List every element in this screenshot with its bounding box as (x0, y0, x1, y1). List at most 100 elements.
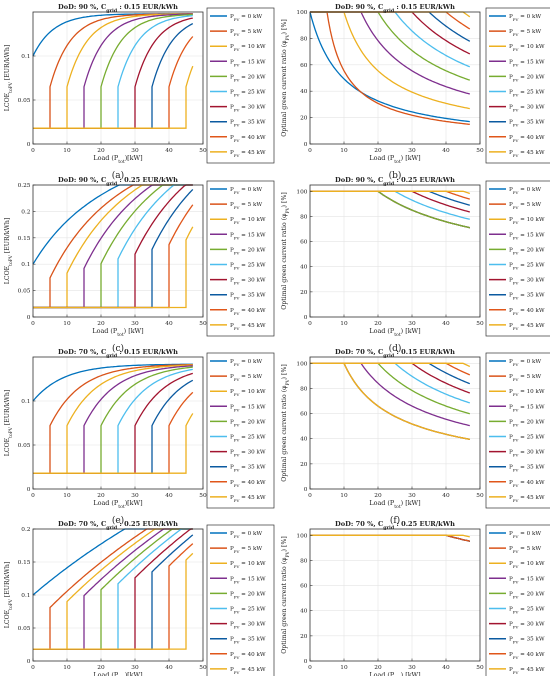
legend-entry: PPV = 15 kW (230, 404, 266, 412)
legend-entry: PPV = 5 kW (230, 374, 262, 382)
y-tick-label: 100 (296, 361, 307, 367)
y-tick-label: 40 (300, 265, 308, 271)
y-tick-label: 0 (304, 659, 308, 665)
y-axis-label: LCOEtoPV [EUR/kWh] (4, 45, 14, 112)
x-tick-label: 0 (31, 321, 35, 327)
chart-title: DoD: 90 %, Cgrid : 0.25 EUR/kWh (58, 176, 178, 187)
legend-entry: PPV = 20 kW (230, 247, 266, 255)
x-tick-label: 50 (476, 665, 484, 671)
x-tick-label: 20 (97, 148, 105, 154)
x-tick-label: 20 (97, 493, 105, 499)
x-tick-label: 50 (199, 148, 207, 154)
y-axis-label: LCOEtoPV [EUR/kWh] (4, 390, 14, 457)
series-line-45kw (33, 226, 194, 309)
legend-entry: PPV = 40 kW (509, 308, 545, 316)
x-tick-label: 50 (199, 493, 207, 499)
legend-entry: PPV = 35 kW (509, 120, 545, 128)
y-tick-label: 60 (300, 412, 308, 418)
series-line-45kw (33, 65, 194, 129)
panel-label: (c) (112, 343, 124, 354)
y-axis-label: Optimal green current ratio (φPV) [%] (281, 536, 291, 654)
x-tick-label: 30 (131, 148, 139, 154)
x-tick-label: 30 (408, 321, 416, 327)
plot-area (32, 11, 204, 145)
chart-title: DoD: 70 %, Cgrid : 0.25 EUR/kWh (335, 520, 455, 531)
legend-entry: PPV = 45 kW (230, 323, 266, 331)
legend-entry: PPV = 5 kW (509, 29, 541, 37)
series-line-15kw (33, 365, 193, 474)
x-tick-label: 50 (199, 321, 207, 327)
y-tick-label: 60 (300, 584, 308, 590)
series-line-35kw (33, 188, 194, 309)
x-tick-label: 10 (340, 321, 348, 327)
y-tick-label: 100 (296, 189, 307, 195)
x-tick-label: 50 (199, 665, 207, 671)
legend-entry: PPV = 25 kW (230, 435, 266, 443)
plot-area (309, 184, 481, 318)
legend-entry: PPV = 5 kW (509, 546, 541, 554)
legend-entry: PPV = 10 kW (230, 561, 266, 569)
legend-entry: PPV = 5 kW (230, 546, 262, 554)
y-tick-label: 0 (304, 142, 308, 148)
x-tick-label: 30 (131, 493, 139, 499)
legend-entry: PPV = 30 kW (509, 278, 545, 286)
legend-entry: PPV = 15 kW (509, 59, 545, 67)
y-tick-label: 80 (300, 558, 308, 564)
series-line-45kw (310, 362, 471, 368)
y-tick-label: 0 (304, 315, 308, 321)
legend-entry: PPV = 20 kW (230, 419, 266, 427)
series-line-0kw (32, 363, 193, 402)
x-tick-label: 20 (97, 321, 105, 327)
legend-entry: PPV = 30 kW (230, 105, 266, 113)
legend-entry: PPV = 5 kW (230, 29, 262, 37)
series-line-35kw (33, 23, 194, 129)
x-axis-label: Load (Ptot)[kW] (93, 671, 142, 676)
legend-entry: PPV = 45 kW (230, 495, 266, 503)
legend-entry: PPV = 20 kW (509, 591, 545, 599)
legend-entry: PPV = 5 kW (230, 202, 262, 210)
x-tick-label: 0 (308, 665, 312, 671)
x-tick-label: 0 (308, 321, 312, 327)
legend-entry: PPV = 25 kW (509, 607, 545, 615)
chart-title: DoD: 90 %, Cgrid : 0.15 EUR/kWh (58, 3, 178, 14)
plot-area (32, 356, 204, 490)
legend-entry: PPV = 40 kW (230, 480, 266, 488)
series-line-5kw (33, 363, 193, 474)
y-tick-label: 0.05 (18, 98, 31, 104)
legend-entry: PPV = 20 kW (230, 591, 266, 599)
y-tick-label: 0 (27, 142, 31, 148)
legend-entry: PPV = 10 kW (509, 44, 545, 52)
series-line-25kw (33, 368, 193, 474)
legend-entry: PPV = 25 kW (230, 90, 266, 98)
y-tick-label: 20 (300, 116, 308, 122)
x-tick-label: 20 (374, 148, 382, 154)
x-tick-label: 40 (165, 148, 173, 154)
chart-title: DoD: 70 %, Cgrid : 0.25 EUR/kWh (58, 520, 178, 531)
legend-entry: PPV = 0 kW (230, 531, 262, 539)
series-line-40kw (33, 543, 194, 650)
legend-entry: PPV = 0 kW (230, 187, 262, 195)
legend-entry: PPV = 15 kW (509, 576, 545, 584)
x-tick-label: 30 (131, 665, 139, 671)
x-tick-label: 30 (408, 148, 416, 154)
y-tick-label: 20 (300, 634, 308, 640)
legend-entry: PPV = 20 kW (230, 74, 266, 82)
x-axis-label: Load (Ptot) [kW] (369, 671, 420, 676)
legend-entry: PPV = 35 kW (230, 293, 266, 301)
legend-entry: PPV = 45 kW (509, 495, 545, 503)
legend-entry: PPV = 20 kW (509, 74, 545, 82)
legend-entry: PPV = 0 kW (509, 531, 541, 539)
y-tick-label: 0.2 (21, 527, 31, 533)
series-line-45kw (310, 534, 470, 538)
x-tick-label: 40 (442, 148, 450, 154)
legend-entry: PPV = 45 kW (509, 323, 545, 331)
chart-title: DoD: 70 %, Cgrid : 0.15 EUR/kWh (335, 348, 455, 359)
legend-entry: PPV = 30 kW (509, 450, 545, 458)
chart-title: DoD: 90 %, Cgrid : 0.15 EUR/kWh (335, 3, 455, 14)
legend-entry: PPV = 30 kW (509, 622, 545, 630)
series-line-20kw (33, 366, 193, 474)
legend-entry: PPV = 45 kW (509, 150, 545, 158)
x-tick-label: 0 (308, 148, 312, 154)
x-tick-label: 40 (165, 321, 173, 327)
x-tick-label: 0 (31, 665, 35, 671)
